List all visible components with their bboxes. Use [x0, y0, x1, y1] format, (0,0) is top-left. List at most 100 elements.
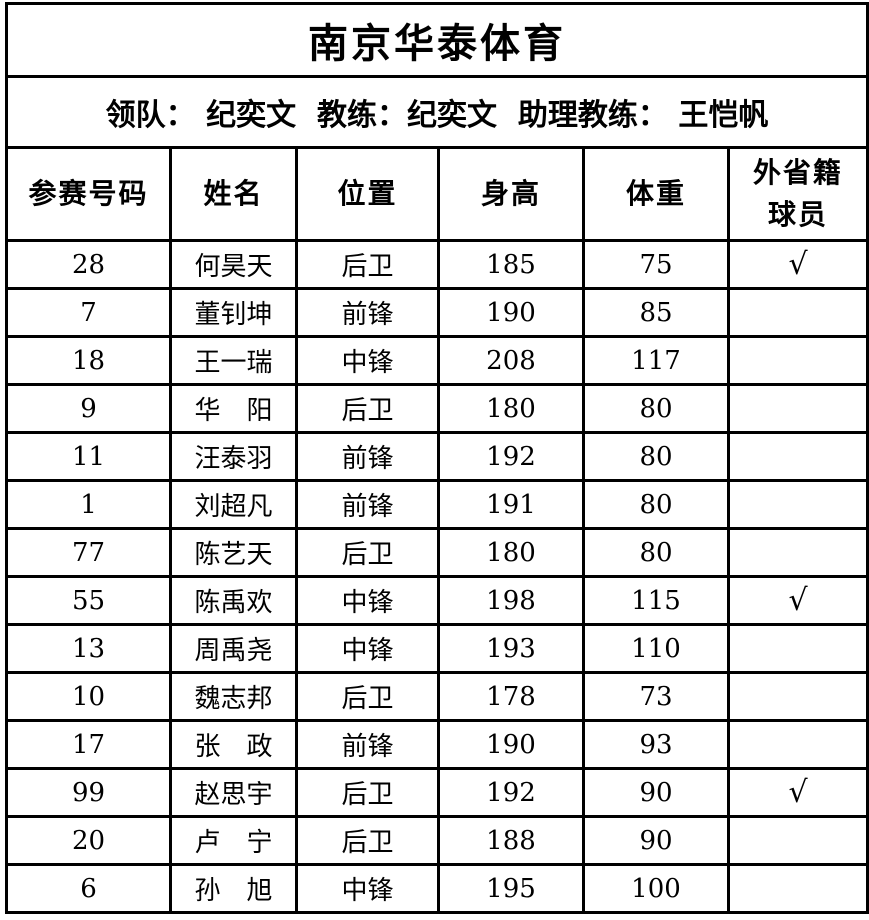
weight-cell: 75 [582, 239, 730, 290]
name-cell: 卢 宁 [169, 815, 298, 866]
weight-cell: 73 [582, 671, 730, 722]
weight-cell: 93 [582, 719, 730, 770]
table-row: 28 何昊天 后卫 185 75 √ [5, 239, 869, 290]
weight-cell: 80 [582, 431, 730, 482]
height-cell: 191 [437, 479, 585, 530]
height-cell: 178 [437, 671, 585, 722]
height-cell: 185 [437, 239, 585, 290]
weight-cell: 80 [582, 383, 730, 434]
entry-number-cell: 77 [5, 527, 172, 578]
table-row: 99 赵思宇 后卫 192 90 √ [5, 767, 869, 818]
height-cell: 188 [437, 815, 585, 866]
weight-cell: 90 [582, 815, 730, 866]
position-cell: 前锋 [295, 431, 440, 482]
position-cell: 中锋 [295, 863, 440, 914]
table-row: 7 董钊坤 前锋 190 85 [5, 287, 869, 338]
position-cell: 中锋 [295, 623, 440, 674]
col-header-out-of-province: 外省籍 球员 [727, 146, 869, 242]
position-cell: 前锋 [295, 287, 440, 338]
height-cell: 193 [437, 623, 585, 674]
out-of-province-checkmark-cell [727, 863, 869, 914]
out-of-province-checkmark-cell [727, 527, 869, 578]
table-row: 77 陈艺天 后卫 180 80 [5, 527, 869, 578]
name-cell: 周禹尧 [169, 623, 298, 674]
col-header-height: 身高 [437, 146, 585, 242]
height-cell: 208 [437, 335, 585, 386]
height-cell: 190 [437, 719, 585, 770]
position-cell: 后卫 [295, 383, 440, 434]
table-row: 55 陈禹欢 中锋 198 115 √ [5, 575, 869, 626]
height-cell: 192 [437, 767, 585, 818]
entry-number-cell: 7 [5, 287, 172, 338]
col-header-weight: 体重 [582, 146, 730, 242]
out-of-province-checkmark-cell [727, 287, 869, 338]
height-cell: 195 [437, 863, 585, 914]
position-cell: 中锋 [295, 575, 440, 626]
table-row: 10 魏志邦 后卫 178 73 [5, 671, 869, 722]
entry-number-cell: 11 [5, 431, 172, 482]
table-row: 9 华 阳 后卫 180 80 [5, 383, 869, 434]
name-cell: 孙 旭 [169, 863, 298, 914]
entry-number-cell: 9 [5, 383, 172, 434]
position-cell: 后卫 [295, 671, 440, 722]
entry-number-cell: 10 [5, 671, 172, 722]
col-header-position: 位置 [295, 146, 440, 242]
out-of-province-checkmark-cell [727, 719, 869, 770]
entry-number-cell: 17 [5, 719, 172, 770]
height-cell: 180 [437, 527, 585, 578]
position-cell: 前锋 [295, 719, 440, 770]
position-cell: 后卫 [295, 527, 440, 578]
name-cell: 陈禹欢 [169, 575, 298, 626]
table-row: 17 张 政 前锋 190 93 [5, 719, 869, 770]
height-cell: 180 [437, 383, 585, 434]
out-of-province-checkmark-cell [727, 431, 869, 482]
name-cell: 魏志邦 [169, 671, 298, 722]
height-cell: 192 [437, 431, 585, 482]
weight-cell: 85 [582, 287, 730, 338]
table-row: 6 孙 旭 中锋 195 100 [5, 863, 869, 914]
table-row: 18 王一瑞 中锋 208 117 [5, 335, 869, 386]
col-header-entry-number: 参赛号码 [5, 146, 172, 242]
weight-cell: 80 [582, 527, 730, 578]
weight-cell: 115 [582, 575, 730, 626]
height-cell: 190 [437, 287, 585, 338]
column-header-row: 参赛号码 姓名 位置 身高 体重 外省籍 球员 [5, 146, 869, 242]
name-cell: 何昊天 [169, 239, 298, 290]
weight-cell: 110 [582, 623, 730, 674]
position-cell: 后卫 [295, 815, 440, 866]
entry-number-cell: 28 [5, 239, 172, 290]
staff-line: 领队： 纪奕文 教练：纪奕文 助理教练： 王恺帆 [5, 75, 869, 149]
out-of-province-checkmark-cell [727, 335, 869, 386]
position-cell: 中锋 [295, 335, 440, 386]
entry-number-cell: 18 [5, 335, 172, 386]
out-of-province-checkmark-cell [727, 671, 869, 722]
height-cell: 198 [437, 575, 585, 626]
staff-row: 领队： 纪奕文 教练：纪奕文 助理教练： 王恺帆 [5, 75, 869, 149]
out-of-province-checkmark-cell: √ [727, 767, 869, 818]
name-cell: 汪泰羽 [169, 431, 298, 482]
out-of-province-checkmark-cell [727, 383, 869, 434]
entry-number-cell: 13 [5, 623, 172, 674]
entry-number-cell: 20 [5, 815, 172, 866]
position-cell: 后卫 [295, 767, 440, 818]
page-title: 南京华泰体育 [5, 2, 869, 78]
out-of-province-checkmark-cell: √ [727, 575, 869, 626]
name-cell: 王一瑞 [169, 335, 298, 386]
out-of-province-checkmark-cell: √ [727, 239, 869, 290]
name-cell: 刘超凡 [169, 479, 298, 530]
entry-number-cell: 55 [5, 575, 172, 626]
name-cell: 华 阳 [169, 383, 298, 434]
entry-number-cell: 1 [5, 479, 172, 530]
position-cell: 后卫 [295, 239, 440, 290]
name-cell: 陈艺天 [169, 527, 298, 578]
col-header-name: 姓名 [169, 146, 298, 242]
entry-number-cell: 99 [5, 767, 172, 818]
out-of-province-checkmark-cell [727, 815, 869, 866]
weight-cell: 117 [582, 335, 730, 386]
table-row: 11 汪泰羽 前锋 192 80 [5, 431, 869, 482]
title-row: 南京华泰体育 [5, 2, 869, 78]
team-roster-table: 南京华泰体育 领队： 纪奕文 教练：纪奕文 助理教练： 王恺帆 参赛号码 姓名 … [5, 2, 869, 914]
weight-cell: 80 [582, 479, 730, 530]
table-row: 1 刘超凡 前锋 191 80 [5, 479, 869, 530]
entry-number-cell: 6 [5, 863, 172, 914]
